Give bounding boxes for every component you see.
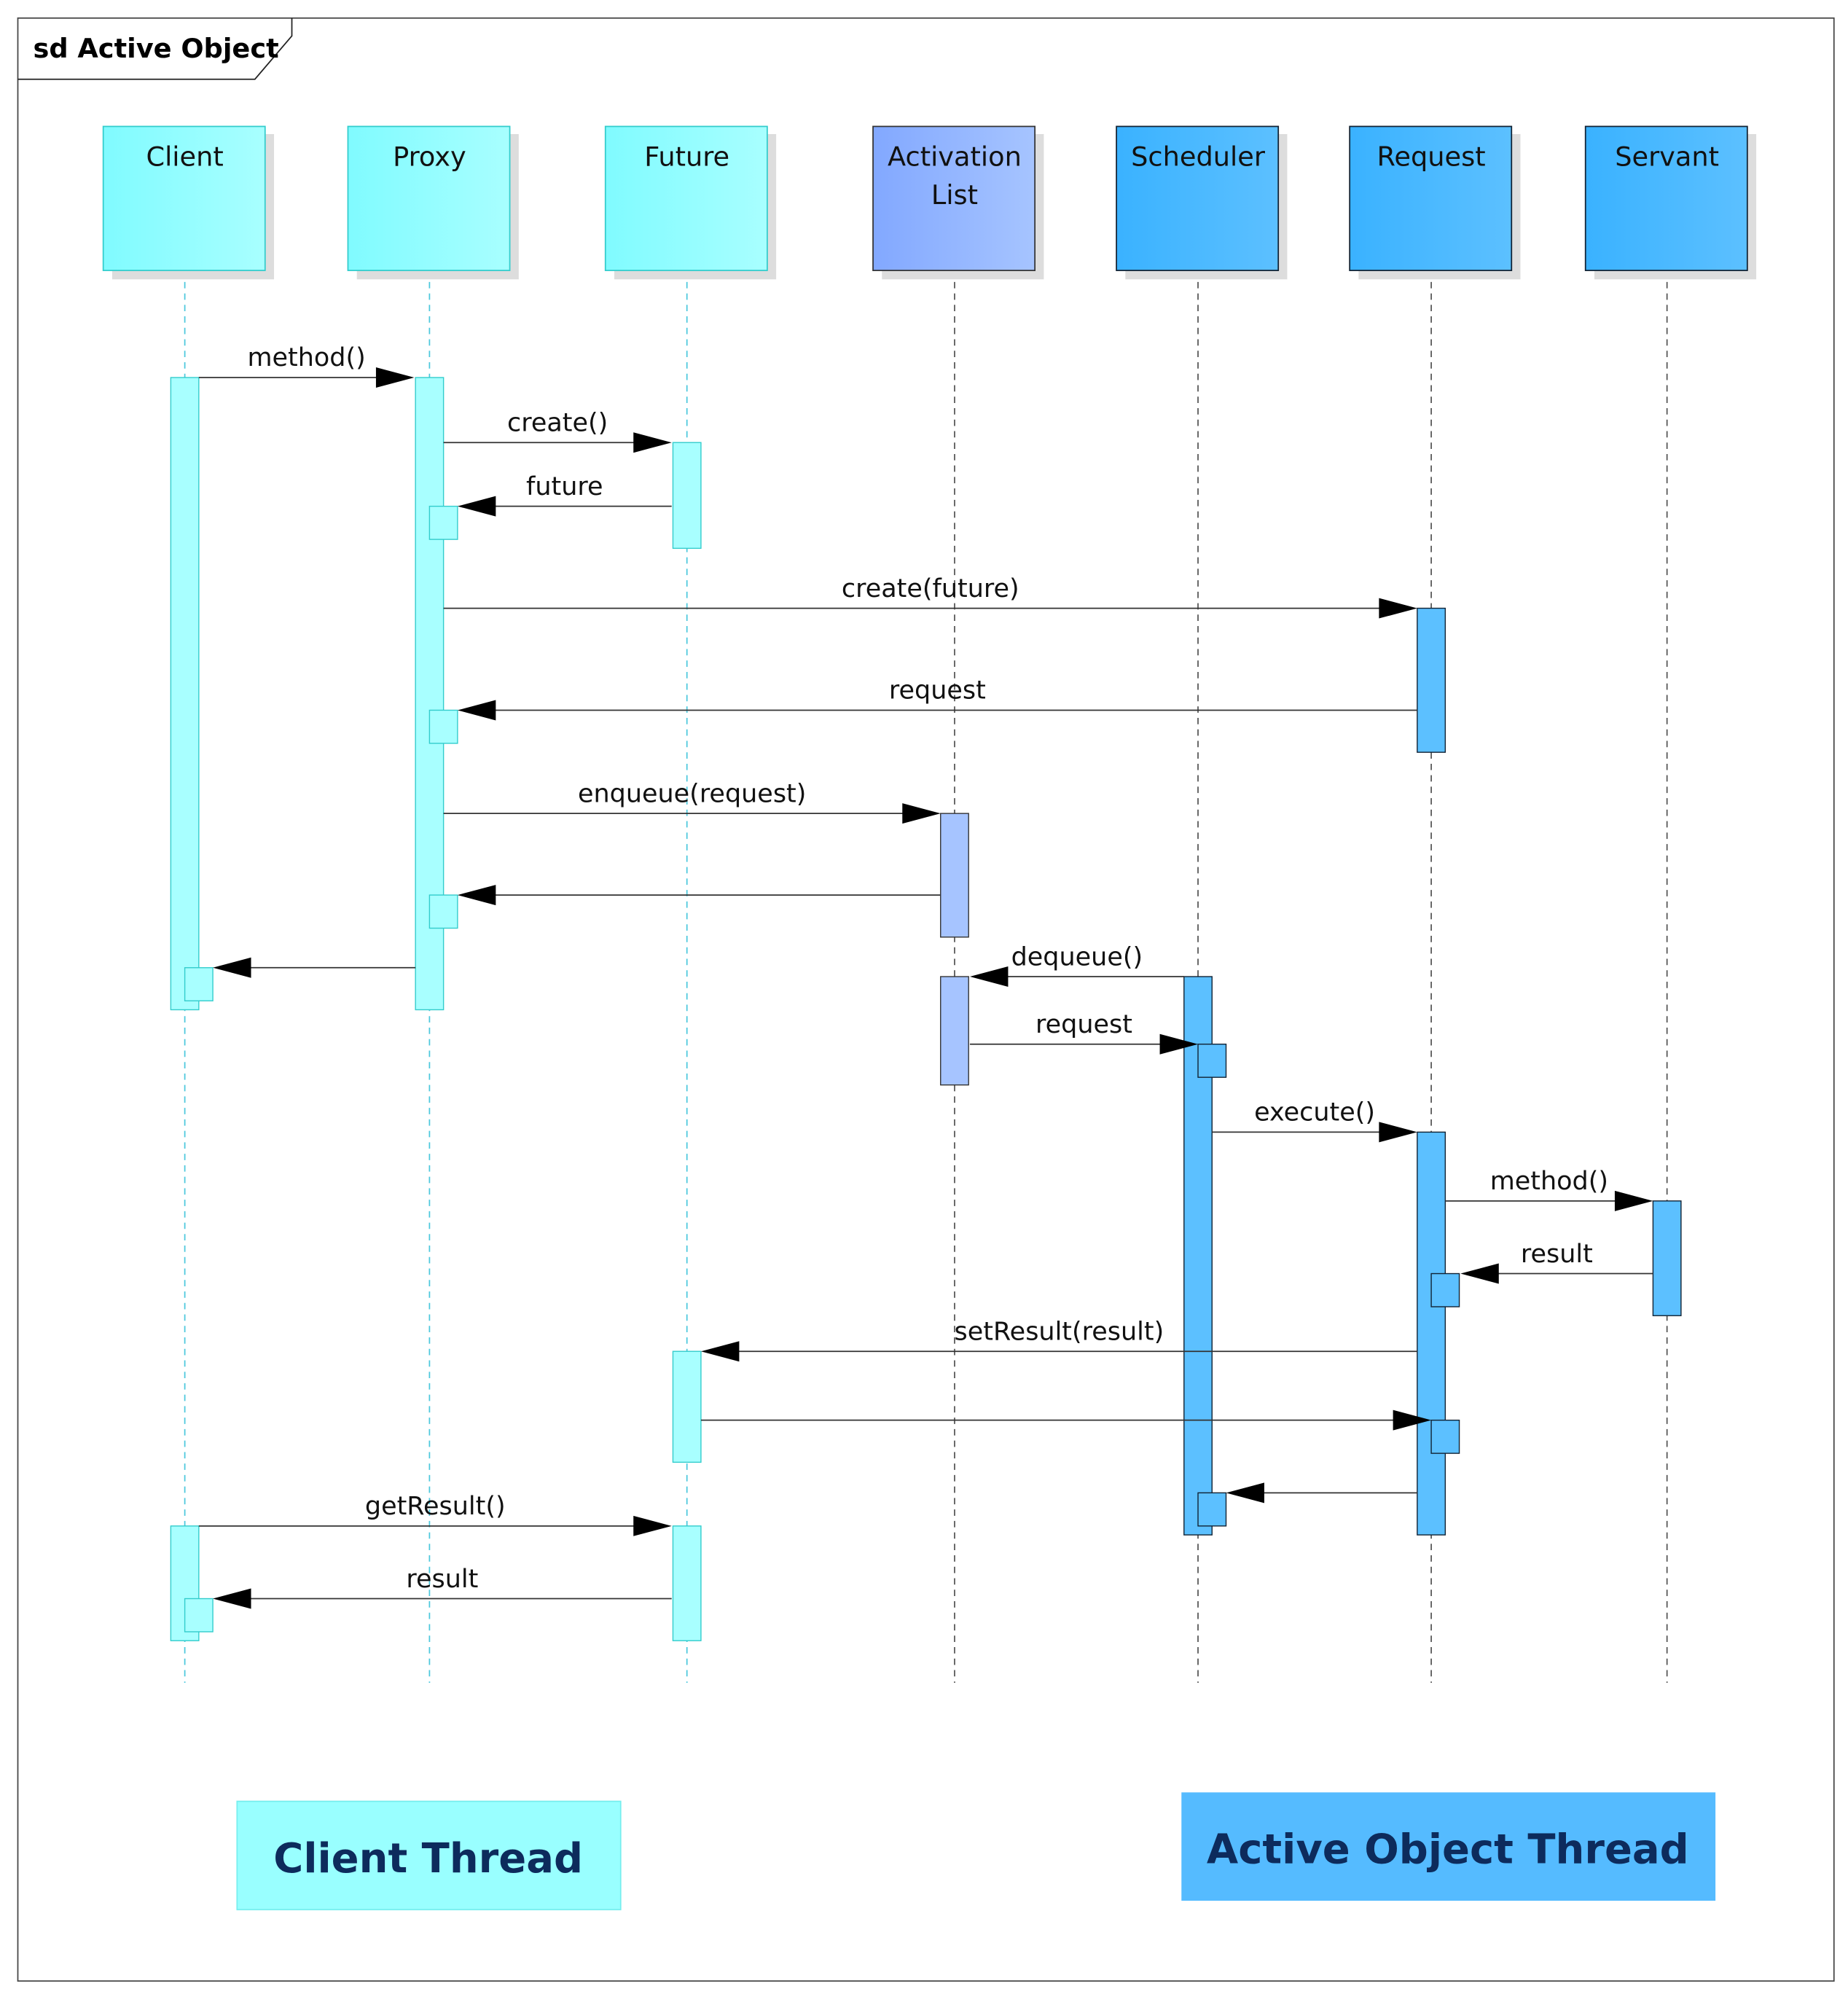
participant-name: List: [931, 179, 978, 211]
activation-bar: [672, 1350, 702, 1463]
participant-name: Scheduler: [1131, 141, 1266, 173]
arrowhead-icon: [457, 496, 496, 517]
arrowhead-icon: [1379, 598, 1417, 619]
arrowhead-icon: [902, 803, 941, 824]
message-getresult: getResult(): [198, 1492, 672, 1536]
arrowhead-icon: [1159, 1033, 1199, 1055]
arrowhead-icon: [213, 1588, 251, 1609]
participant-box: [1116, 125, 1280, 271]
arrowhead-icon: [1393, 1410, 1432, 1431]
participant-box: [347, 125, 511, 271]
client-thread-legend: [236, 1800, 622, 1911]
message-label: dequeue(): [1011, 942, 1143, 971]
message-method: method(): [1445, 1167, 1653, 1211]
message-label: create(): [507, 408, 608, 437]
activation-bar: [940, 813, 969, 938]
message-create: create(): [443, 408, 672, 453]
activation-bar: [170, 377, 200, 1011]
arrowhead-icon: [457, 885, 496, 906]
message-enqueue-request: enqueue(request): [443, 779, 941, 824]
activation-bar: [672, 1525, 702, 1641]
participant-future: Future: [604, 125, 777, 1683]
message-request: request: [457, 676, 1417, 721]
arrowhead-icon: [633, 432, 672, 453]
frame-border: [17, 17, 1835, 1982]
message-future: future: [457, 472, 672, 517]
message-setresult-result: setResult(result): [700, 1317, 1417, 1362]
participant-box: [102, 125, 266, 271]
message-dequeue: dequeue(): [969, 942, 1184, 988]
activation-bar: [940, 976, 969, 1086]
message-return: [457, 885, 941, 906]
participant-name: Future: [644, 141, 729, 173]
message-label: result: [1521, 1240, 1593, 1269]
participant-name: Servant: [1615, 141, 1719, 173]
arrowhead-icon: [1379, 1122, 1417, 1143]
frame-tab: [17, 17, 293, 80]
message-execute: execute(): [1212, 1098, 1417, 1143]
arrowhead-icon: [969, 966, 1009, 988]
message-label: method(): [247, 343, 365, 372]
activation-bar: [1417, 1131, 1446, 1536]
message-label: create(future): [842, 574, 1019, 603]
arrowhead-icon: [1460, 1263, 1499, 1284]
arrowhead-icon: [1226, 1482, 1264, 1504]
participant-box: [1349, 125, 1513, 271]
participant-scheduler: Scheduler: [1116, 125, 1288, 1683]
message-return: [700, 1410, 1432, 1431]
message-return: [1226, 1482, 1417, 1504]
message-label: future: [526, 472, 603, 501]
active-object-thread-label: Active Object Thread: [1207, 1826, 1689, 1874]
message-label: getResult(): [365, 1492, 506, 1521]
return-activation: [1197, 1044, 1227, 1078]
arrowhead-icon: [1614, 1190, 1653, 1211]
participant-name: Client: [146, 141, 223, 173]
message-label: enqueue(request): [578, 779, 806, 808]
message-result: result: [213, 1565, 672, 1609]
message-label: execute(): [1254, 1098, 1375, 1127]
frame-title: sd Active Object: [33, 33, 278, 64]
participant-box: [872, 125, 1036, 271]
message-label: request: [889, 676, 986, 705]
return-activation: [184, 1598, 214, 1633]
return-activation: [428, 894, 458, 929]
message-return: [213, 957, 416, 978]
client-thread-label: Client Thread: [273, 1835, 583, 1882]
return-activation: [428, 709, 458, 744]
participant-activation-list: Activation List: [872, 125, 1044, 1683]
return-activation: [1197, 1492, 1227, 1527]
arrowhead-icon: [213, 957, 251, 978]
arrowhead-icon: [375, 367, 415, 388]
arrowhead-icon: [457, 700, 496, 721]
participant-client: Client: [102, 125, 275, 1683]
return-activation: [428, 505, 458, 540]
participant-request: Request: [1349, 125, 1521, 1683]
participant-box: [1584, 125, 1748, 271]
arrowhead-icon: [633, 1515, 672, 1536]
message-request: request: [969, 1010, 1199, 1055]
return-activation: [1430, 1419, 1460, 1454]
message-label: result: [406, 1565, 478, 1594]
participant-servant: Servant: [1584, 125, 1757, 1683]
participant-box: [604, 125, 768, 271]
return-activation: [1430, 1272, 1460, 1307]
activation-bar: [1417, 607, 1446, 753]
participant-name: Proxy: [393, 141, 466, 173]
message-result: result: [1460, 1240, 1653, 1284]
message-create-future: create(future): [443, 574, 1417, 619]
activation-bar: [672, 442, 702, 550]
arrowhead-icon: [700, 1341, 740, 1362]
message-label: method(): [1490, 1167, 1608, 1196]
active-object-thread-legend: [1181, 1792, 1716, 1901]
message-label: request: [1035, 1010, 1132, 1039]
return-activation: [184, 967, 214, 1001]
participant-name: Request: [1377, 141, 1486, 173]
participant-name: Activation: [888, 141, 1022, 173]
message-label: setResult(result): [955, 1317, 1164, 1346]
activation-bar: [1652, 1200, 1682, 1316]
message-method: method(): [198, 343, 415, 388]
